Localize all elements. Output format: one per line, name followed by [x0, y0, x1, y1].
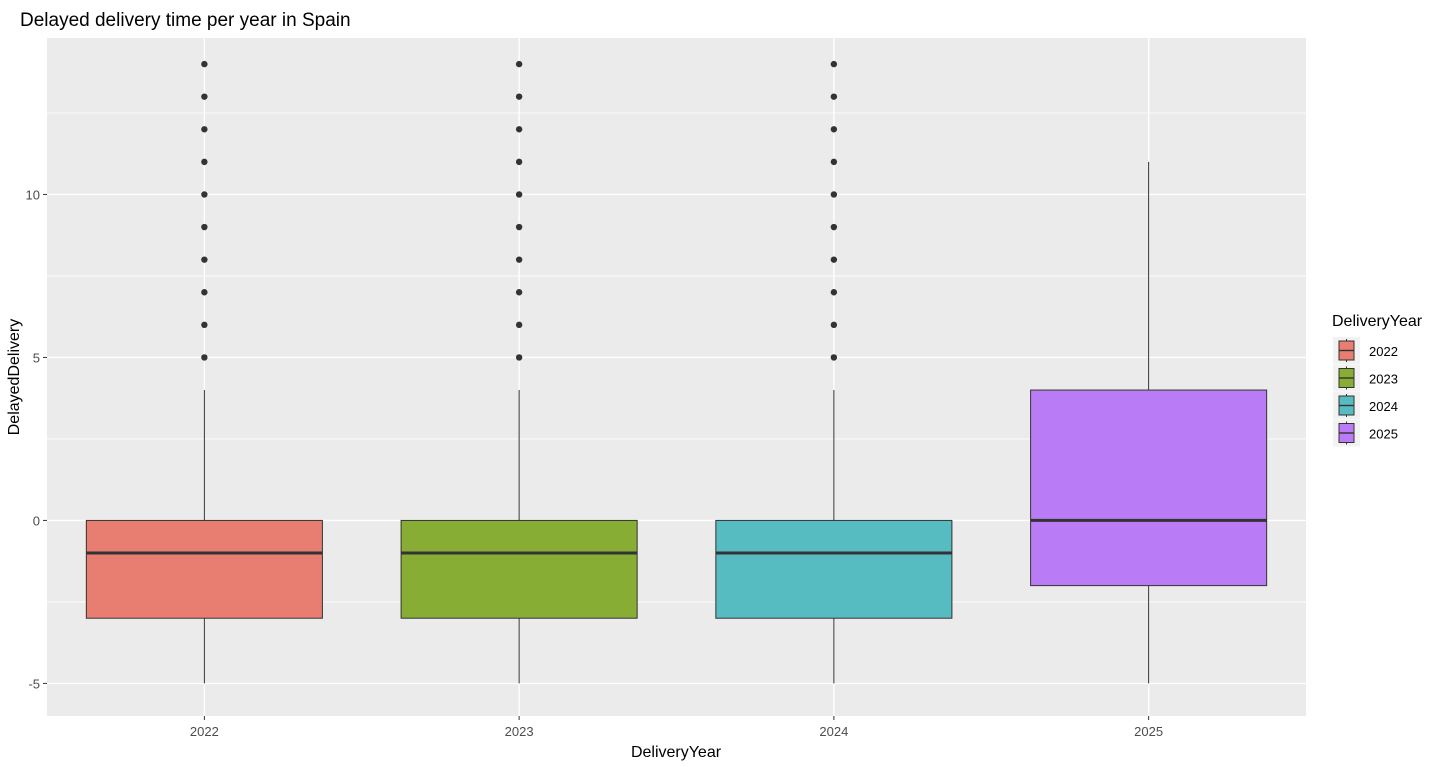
- y-axis: -5 0 5 10: [26, 187, 47, 691]
- legend-item-2023: 2023: [1333, 364, 1398, 392]
- box-2024: [715, 60, 953, 684]
- x-tick-label: 2022: [190, 724, 219, 739]
- legend-item-2025: 2025: [1333, 419, 1398, 447]
- legend-label: 2022: [1369, 344, 1398, 359]
- legend-label: 2025: [1369, 427, 1398, 442]
- x-axis-title: DeliveryYear: [631, 744, 722, 761]
- outlier-point: [515, 60, 523, 68]
- box-2022: [85, 60, 323, 684]
- outlier-point: [830, 223, 838, 231]
- x-tick-label: 2025: [1134, 724, 1163, 739]
- outlier-point: [515, 126, 523, 133]
- outlier-point: [830, 60, 838, 68]
- outlier-point: [830, 321, 838, 329]
- outlier-point: [201, 354, 208, 361]
- y-tick-label: 0: [33, 513, 40, 528]
- x-tick-label: 2023: [505, 724, 534, 739]
- y-tick-label: -5: [28, 676, 40, 691]
- legend-item-2022: 2022: [1333, 337, 1398, 364]
- outlier-point: [830, 256, 838, 263]
- outlier-point: [201, 158, 208, 166]
- box-iqr: [715, 519, 953, 619]
- outlier-point: [830, 289, 838, 296]
- legend-item-2024: 2024: [1333, 392, 1398, 419]
- outlier-point: [515, 223, 523, 231]
- box-iqr: [400, 519, 638, 619]
- outlier-point: [830, 93, 838, 100]
- outlier-point: [515, 289, 523, 296]
- outlier-point: [201, 60, 208, 68]
- outlier-point: [830, 158, 838, 166]
- legend-label: 2023: [1369, 372, 1398, 387]
- x-axis: 2022 2023 2024 2025: [190, 716, 1163, 739]
- y-axis-title: DelayedDelivery: [6, 319, 23, 436]
- chart-title: Delayed delivery time per year in Spain: [20, 10, 351, 31]
- outlier-point: [201, 256, 208, 263]
- box-iqr: [1030, 389, 1268, 587]
- outlier-point: [830, 191, 838, 198]
- outlier-point: [201, 321, 208, 329]
- y-tick-label: 10: [26, 187, 40, 202]
- box-2023: [400, 60, 638, 684]
- outlier-point: [515, 158, 523, 166]
- y-tick-label: 5: [33, 350, 40, 365]
- outlier-point: [515, 354, 523, 361]
- outlier-point: [201, 289, 208, 296]
- outlier-point: [201, 126, 208, 133]
- box-2025: [1030, 161, 1268, 684]
- box-iqr: [85, 519, 323, 619]
- outlier-point: [201, 191, 208, 198]
- outlier-point: [201, 223, 208, 231]
- boxes: [85, 60, 1268, 684]
- outlier-point: [515, 256, 523, 263]
- outlier-point: [830, 126, 838, 133]
- outlier-point: [515, 321, 523, 329]
- legend-label: 2024: [1369, 399, 1398, 414]
- legend: DeliveryYear 2022 2023 2024 2025: [1332, 313, 1423, 447]
- x-tick-label: 2024: [819, 724, 848, 739]
- outlier-point: [515, 191, 523, 198]
- legend-title: DeliveryYear: [1332, 313, 1423, 330]
- outlier-point: [830, 354, 838, 361]
- outlier-point: [201, 93, 208, 100]
- outlier-point: [515, 93, 523, 100]
